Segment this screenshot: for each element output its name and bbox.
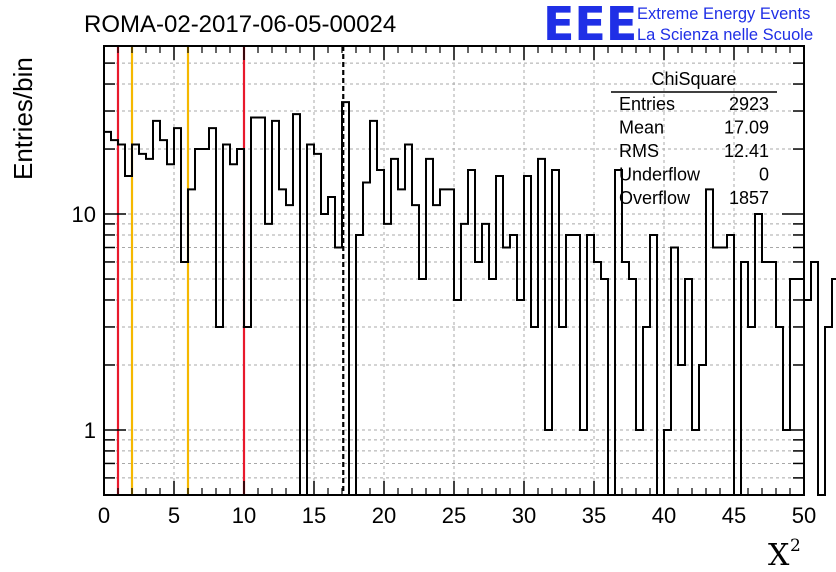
stats-value: 2923 — [729, 94, 769, 114]
stats-box: ChiSquare Entries 2923 Mean 17.09 RMS 12.41 Un… — [611, 69, 777, 208]
x-axis-label: X 2 — [768, 536, 801, 572]
x-axis-label-base: X — [768, 538, 790, 572]
x-tick-label: 45 — [722, 503, 746, 528]
x-tick-label: 25 — [442, 503, 466, 528]
stats-label: RMS — [619, 141, 659, 161]
x-tick-label: 0 — [98, 503, 110, 528]
stats-label: Entries — [619, 94, 675, 114]
x-tick-label: 40 — [652, 503, 676, 528]
histogram-outline — [104, 101, 836, 496]
stats-title: ChiSquare — [651, 69, 736, 89]
stats-value: 12.41 — [724, 141, 769, 161]
x-tick-label: 30 — [512, 503, 536, 528]
stats-label: Underflow — [619, 165, 701, 185]
x-tick-label: 35 — [582, 503, 606, 528]
y-tick-labels: 1 10 — [72, 202, 96, 443]
x-tick-labels: 0 5 10 15 20 25 30 35 40 45 50 — [98, 503, 816, 528]
stats-label: Mean — [619, 118, 664, 138]
reference-lines — [116, 46, 345, 495]
logo-line-1: Extreme Energy Events — [637, 5, 810, 23]
y-tick-label: 10 — [72, 202, 96, 227]
plot-frame — [103, 45, 805, 496]
eee-logo: EEE Extreme Energy Events La Scienza nel… — [543, 0, 813, 51]
stats-rows: Entries 2923 Mean 17.09 RMS 12.41 Underflow 0 Ov… — [619, 94, 769, 208]
x-tick-label: 20 — [372, 503, 396, 528]
x-tick-label: 50 — [792, 503, 816, 528]
x-axis-label-superscript: 2 — [790, 536, 801, 556]
logo-letters: EEE — [543, 0, 637, 51]
x-tick-label: 10 — [232, 503, 256, 528]
stats-value: 17.09 — [724, 118, 769, 138]
axis-ticks — [103, 46, 805, 495]
chart-title: ROMA-02-2017-06-05-00024 — [84, 11, 396, 38]
stats-label: Overflow — [619, 188, 691, 208]
y-tick-label: 1 — [84, 418, 96, 443]
logo-line-2: La Scienza nelle Scuole — [637, 26, 813, 44]
stats-value: 0 — [759, 165, 769, 185]
x-tick-label: 15 — [302, 503, 326, 528]
x-tick-label: 5 — [168, 503, 180, 528]
y-axis-label: Entries/bin — [8, 57, 38, 180]
stats-value: 1857 — [729, 188, 769, 208]
